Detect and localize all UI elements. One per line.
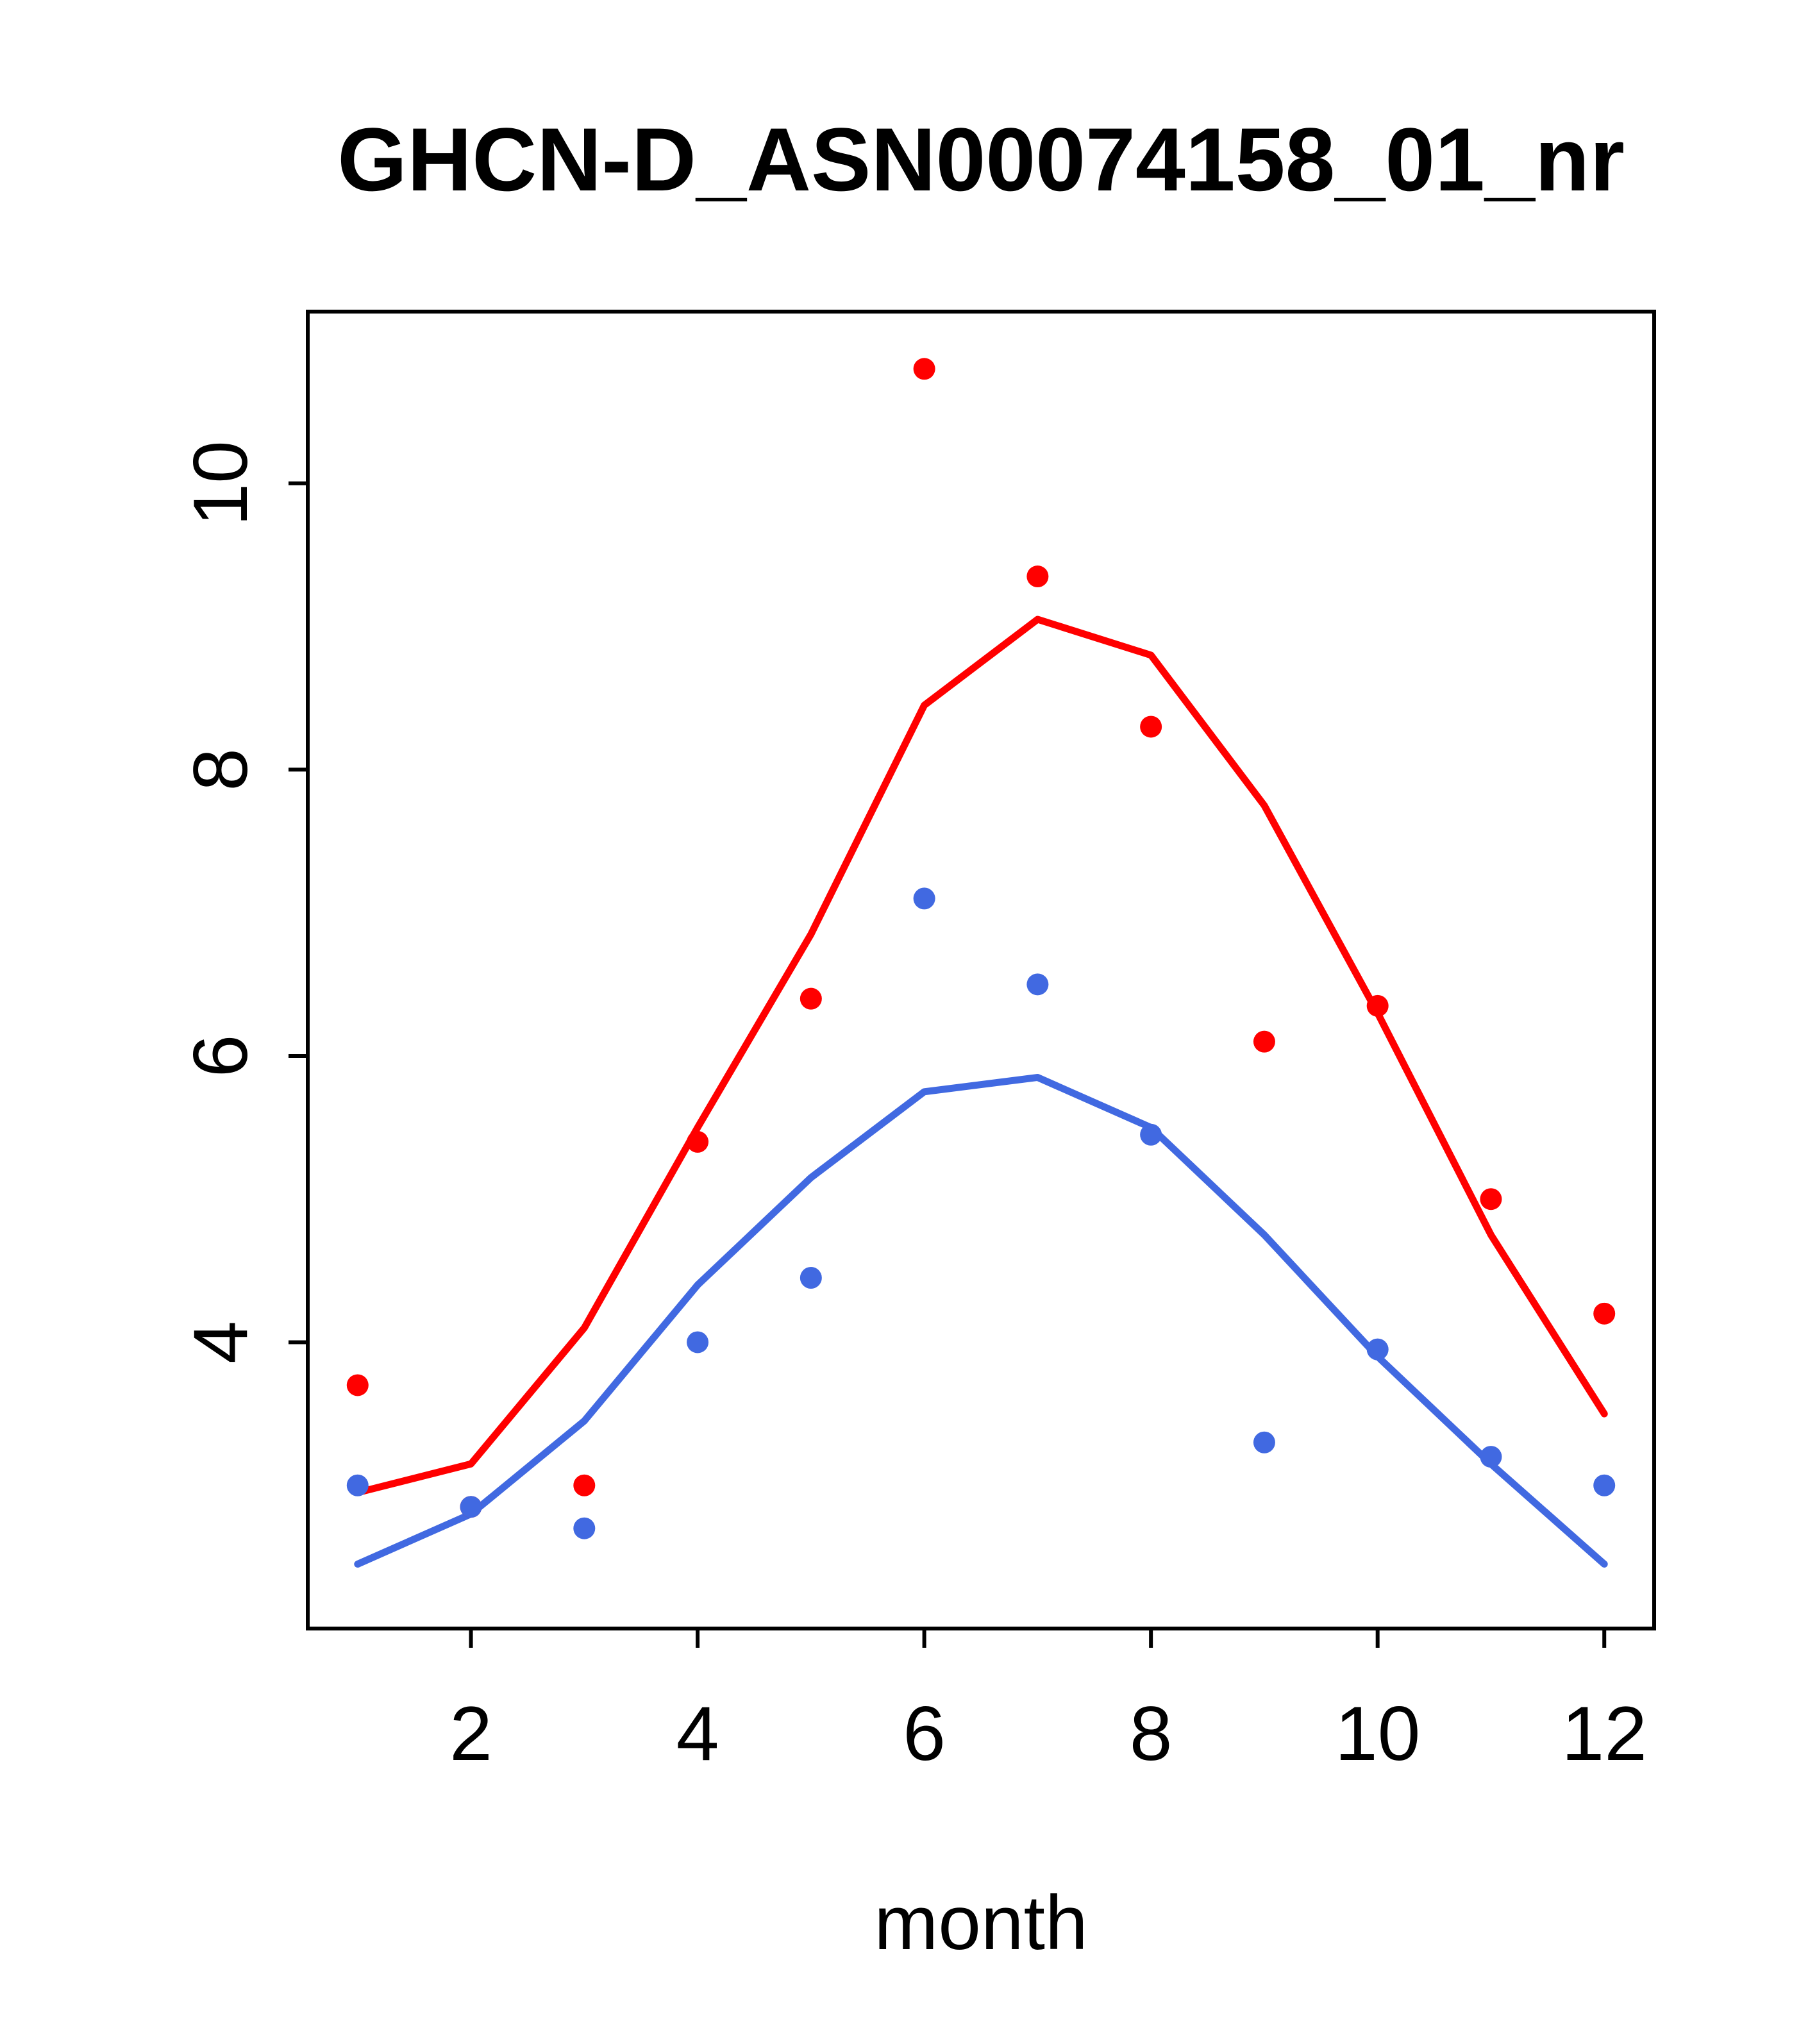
blue-points-series: [346, 887, 1616, 1539]
y-tick-label: 10: [178, 440, 264, 526]
blue-points-marker: [1253, 1431, 1275, 1453]
x-axis: 2 4 6 8 10 12: [449, 1629, 1647, 1777]
x-tick-label: 8: [1130, 1691, 1173, 1777]
red-points-marker: [1366, 994, 1389, 1017]
blue-points-marker: [1480, 1446, 1502, 1468]
red-points-marker: [1480, 1188, 1502, 1210]
blue-points-marker: [573, 1517, 596, 1539]
y-axis: 4 6 8 10: [178, 440, 308, 1364]
red-points-marker: [687, 1130, 709, 1153]
x-axis-label: month: [874, 1880, 1088, 1966]
red-points-marker: [800, 987, 822, 1010]
blue-points-marker: [1140, 1123, 1162, 1146]
blue-points-marker: [460, 1496, 482, 1518]
red-points-marker: [1593, 1302, 1616, 1325]
red-points-series: [346, 358, 1616, 1518]
red-points-marker: [1140, 716, 1162, 738]
blue-points-marker: [1593, 1474, 1616, 1496]
red-points-marker: [573, 1474, 596, 1496]
red-line-series: [354, 616, 1608, 1496]
blue-points-marker: [687, 1331, 709, 1353]
blue-points-marker: [800, 1267, 822, 1289]
y-tick-label: 4: [178, 1321, 264, 1364]
x-tick-label: 2: [449, 1691, 492, 1777]
red-points-marker: [913, 358, 935, 380]
plot-box: [306, 310, 1656, 1630]
y-tick-label: 6: [178, 1035, 264, 1078]
red-points-marker: [1026, 565, 1049, 588]
blue-points-marker: [1366, 1338, 1389, 1361]
blue-line-series: [354, 1073, 1608, 1568]
x-tick-label: 10: [1335, 1691, 1420, 1777]
x-tick-label: 12: [1561, 1691, 1646, 1777]
blue-points-marker: [346, 1474, 369, 1496]
y-tick-label: 8: [178, 748, 264, 791]
blue-points-marker: [1026, 973, 1049, 996]
x-tick-label: 6: [903, 1691, 946, 1777]
blue-points-marker: [913, 887, 935, 910]
red-points-marker: [1253, 1030, 1275, 1053]
red-points-marker: [346, 1374, 369, 1396]
chart-title: GHCN-D_ASN00074158_01_nr: [337, 109, 1625, 210]
x-tick-label: 4: [676, 1691, 719, 1777]
